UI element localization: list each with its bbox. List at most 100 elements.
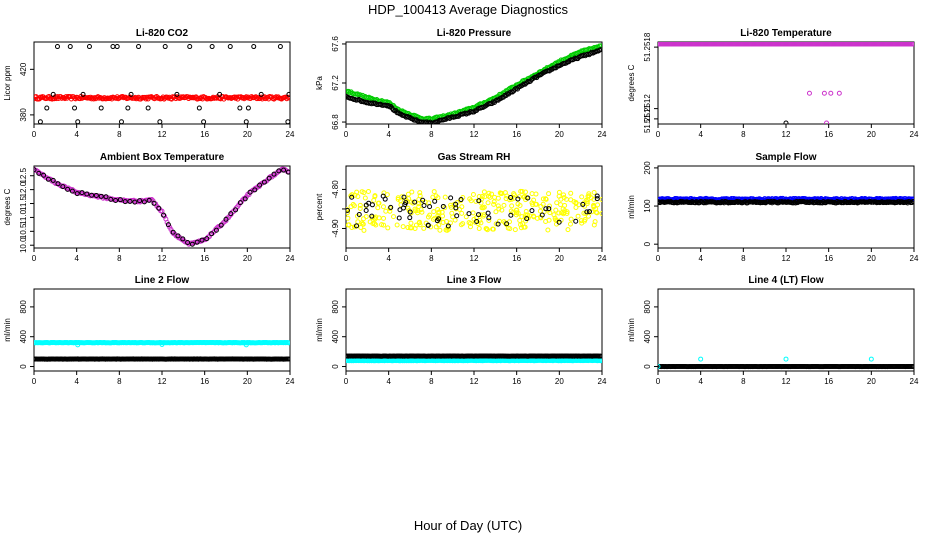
data-point <box>448 204 454 210</box>
panel-9: Line 4 (LT) Flow ml/min 0 4 8 12 16 20 24 0 400 800 <box>627 275 919 386</box>
data-point <box>568 216 574 222</box>
y-tick-label: 0 <box>643 364 652 369</box>
data-points <box>346 353 602 364</box>
panel-title: Li-820 Temperature <box>740 28 832 39</box>
data-point <box>59 95 65 101</box>
x-tick-label: 20 <box>243 377 252 386</box>
data-point <box>128 91 134 97</box>
data-point <box>508 194 514 200</box>
data-points <box>34 44 290 124</box>
data-point <box>217 91 223 97</box>
data-point <box>430 194 436 200</box>
data-point <box>806 90 812 96</box>
data-point <box>376 200 382 206</box>
data-point <box>420 197 426 203</box>
x-tick-label: 0 <box>656 377 661 386</box>
data-point <box>412 225 418 231</box>
data-point <box>828 90 834 96</box>
data-point <box>346 210 351 216</box>
data-point <box>436 209 442 215</box>
x-tick-label: 24 <box>598 377 607 386</box>
panel-title: Line 3 Flow <box>447 275 502 286</box>
data-point <box>214 225 220 231</box>
x-tick-label: 8 <box>741 377 746 386</box>
data-point <box>286 356 290 362</box>
data-point <box>122 199 128 205</box>
data-point <box>581 218 587 224</box>
data-point <box>113 198 119 204</box>
data-point <box>285 169 290 175</box>
data-point <box>258 91 264 97</box>
data-point <box>137 198 143 204</box>
y-tick-label: 11.0 <box>19 209 28 225</box>
data-point <box>518 188 524 194</box>
x-tick-label: 16 <box>824 377 833 386</box>
data-point <box>251 44 257 50</box>
data-point <box>361 227 367 233</box>
data-point <box>517 218 523 224</box>
data-point <box>228 211 234 217</box>
x-tick-label: 16 <box>200 254 209 263</box>
y-tick-label: 400 <box>643 329 652 343</box>
data-point <box>431 209 437 215</box>
data-point <box>407 225 413 231</box>
data-point <box>598 358 602 364</box>
data-point <box>440 203 446 209</box>
data-point <box>520 82 526 88</box>
data-point <box>910 364 914 370</box>
data-point <box>546 191 552 197</box>
data-point <box>565 227 571 233</box>
data-point <box>114 44 120 50</box>
data-point <box>599 210 602 216</box>
data-point <box>910 42 914 47</box>
data-point <box>495 203 501 209</box>
data-point <box>413 208 419 214</box>
panel-title: Gas Stream RH <box>438 152 511 163</box>
data-point <box>481 212 487 218</box>
data-point <box>563 60 569 66</box>
data-point <box>493 221 499 227</box>
data-point <box>247 189 253 195</box>
x-tick-label: 24 <box>286 254 295 263</box>
data-point <box>564 209 570 215</box>
data-point <box>233 207 239 213</box>
data-point <box>60 184 66 190</box>
data-point <box>546 217 552 223</box>
x-tick-label: 24 <box>598 254 607 263</box>
data-point <box>84 191 90 197</box>
data-point <box>598 47 602 53</box>
data-point <box>45 176 51 182</box>
data-point <box>497 190 503 196</box>
x-tick-label: 8 <box>117 254 122 263</box>
data-point <box>89 192 95 198</box>
data-point <box>237 200 243 206</box>
data-point <box>398 111 404 117</box>
data-point <box>379 222 385 228</box>
data-points <box>658 356 914 370</box>
data-point <box>509 203 515 209</box>
data-point <box>369 213 375 219</box>
data-point <box>388 204 394 210</box>
data-point <box>501 202 507 208</box>
y-tick-label: 200 <box>643 161 652 175</box>
data-point <box>349 192 355 198</box>
data-point <box>209 231 215 237</box>
x-tick-label: 0 <box>32 130 37 139</box>
data-point <box>591 196 597 202</box>
data-point <box>132 199 138 205</box>
data-point <box>578 218 584 224</box>
data-point <box>382 196 388 202</box>
data-point <box>394 222 400 228</box>
data-point <box>408 220 414 226</box>
data-point <box>349 224 355 230</box>
data-point <box>508 212 514 218</box>
data-points <box>658 42 914 124</box>
y-axis-label: percent <box>315 193 324 220</box>
data-point <box>243 342 249 348</box>
data-point <box>481 204 487 210</box>
data-point <box>491 199 497 205</box>
y-axis-label: ml/min <box>627 318 636 342</box>
data-point <box>127 198 133 204</box>
data-point <box>495 221 501 227</box>
x-tick-label: 4 <box>386 254 391 263</box>
